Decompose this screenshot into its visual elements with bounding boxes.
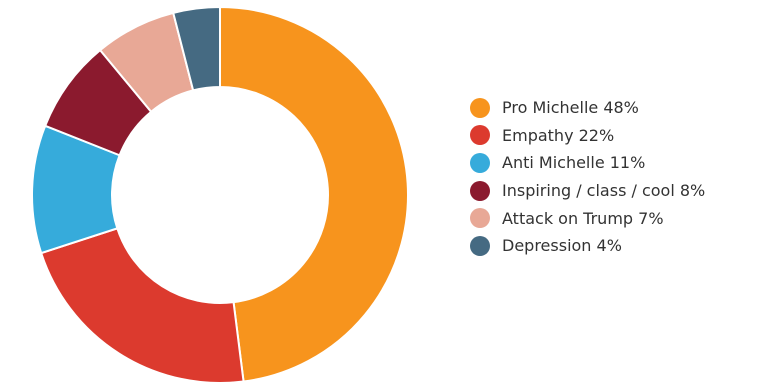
donut-slice-1 xyxy=(219,5,410,383)
legend-item: Empathy 22% xyxy=(470,122,705,150)
legend-swatch xyxy=(470,180,490,201)
legend-label: Pro Michelle 48% xyxy=(502,98,639,118)
legend-swatch xyxy=(470,235,490,256)
legend-swatch xyxy=(470,208,490,229)
legend-label: Attack on Trump 7% xyxy=(502,208,664,228)
legend-label: Empathy 22% xyxy=(502,125,615,145)
donut-plot xyxy=(31,5,410,384)
legend-swatch xyxy=(470,125,490,146)
legend-label: Inspiring / class / cool 8% xyxy=(502,181,706,201)
legend-item: Depression 4% xyxy=(470,232,705,260)
legend-item: Attack on Trump 7% xyxy=(470,204,705,232)
donut-slice-2 xyxy=(39,227,245,384)
legend-item: Anti Michelle 11% xyxy=(470,149,705,177)
legend-swatch xyxy=(470,97,490,118)
legend: Pro Michelle 48% Empathy 22% Anti Michelle… xyxy=(470,94,705,260)
legend-swatch xyxy=(470,152,490,173)
legend-item: Inspiring / class / cool 8% xyxy=(470,177,705,205)
donut-slice-6 xyxy=(172,5,221,92)
legend-item: Pro Michelle 48% xyxy=(470,94,705,122)
legend-label: Anti Michelle 11% xyxy=(502,153,646,173)
legend-label: Depression 4% xyxy=(502,236,622,256)
